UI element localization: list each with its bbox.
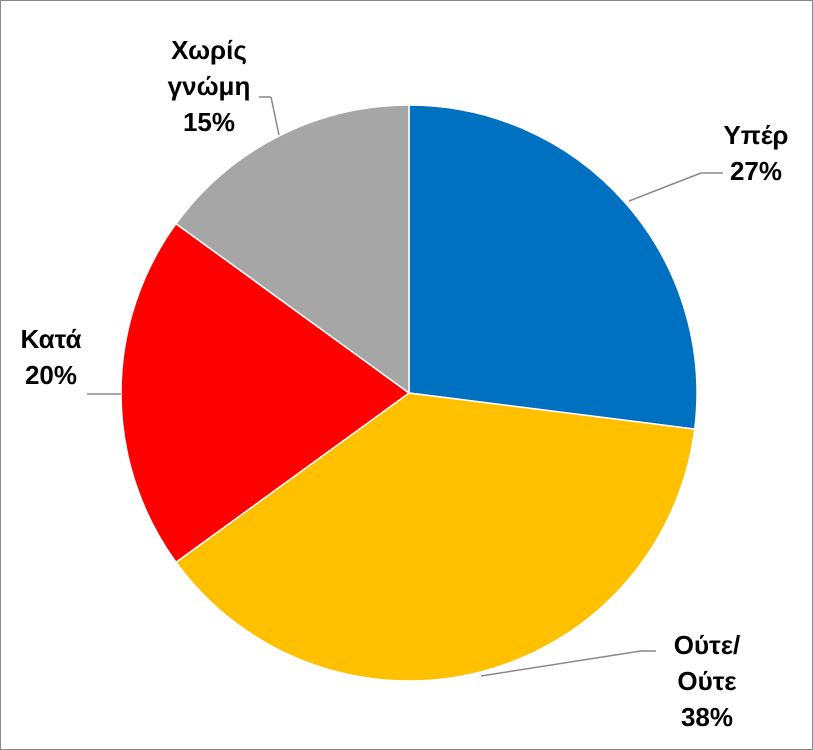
category-label: Κατά: [20, 324, 82, 354]
category-label: Ούτε/ Ούτε: [673, 630, 741, 696]
leader-line: [628, 172, 702, 202]
value-label: 20%: [24, 360, 78, 390]
pie-slice: [408, 104, 698, 430]
value-label: 15%: [182, 107, 236, 137]
category-label: Υπέρ: [723, 120, 789, 150]
data-label: Κατά 20%: [0, 321, 106, 393]
value-label: 38%: [680, 702, 734, 732]
data-label: Υπέρ 27%: [701, 117, 811, 189]
data-label: Χωρίς γνώμη 15%: [134, 32, 284, 140]
pie-slice: [174, 104, 410, 395]
slices: [120, 104, 698, 682]
value-label: 27%: [729, 156, 783, 186]
pie-slice: [174, 392, 696, 682]
leader-line: [270, 96, 280, 136]
category-label: Χωρίς γνώμη: [167, 35, 251, 101]
leader-line: [480, 650, 642, 677]
data-label: Ούτε/ Ούτε 38%: [652, 627, 762, 735]
pie-slice: [120, 222, 411, 564]
